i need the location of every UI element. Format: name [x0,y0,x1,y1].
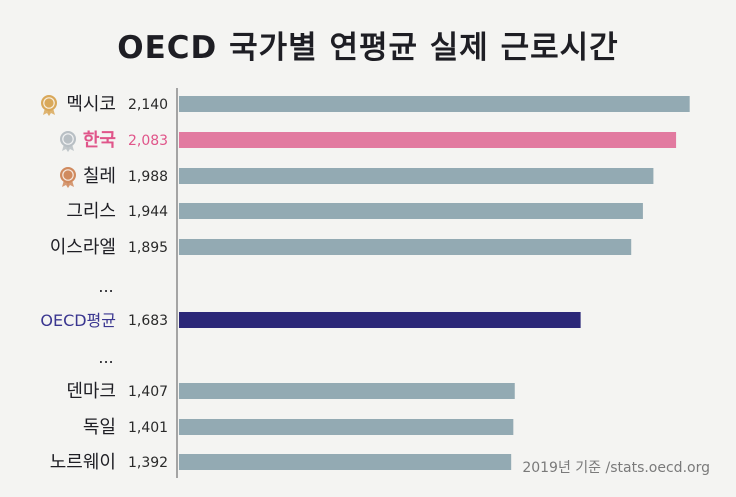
ellipsis-label: ... [98,277,113,296]
chart-title: OECD 국가별 연평균 실제 근로시간 [117,30,619,66]
category-label: 이스라엘 [50,237,116,258]
gold-medal-icon [41,95,57,116]
category-label: 멕시코 [66,94,116,115]
value-label: 2,083 [128,133,168,149]
category-label: 칠레 [83,166,116,187]
value-label: 1,895 [128,240,168,256]
silver-medal-icon [60,131,76,152]
category-label: 그리스 [66,201,116,222]
value-label: 1,988 [128,169,168,185]
bar-멕시코 [179,96,690,112]
category-label: OECD평균 [40,311,116,330]
category-label: 독일 [83,417,116,438]
ellipsis-label: ... [98,348,113,367]
category-label: 노르웨이 [50,452,116,473]
bar-덴마크 [179,383,515,399]
bar-칠레 [179,168,654,184]
source-note: 2019년 기준 /stats.oecd.org [522,460,710,476]
category-label: 한국 [83,130,116,151]
value-label: 1,392 [128,455,168,471]
value-label: 1,407 [128,384,168,400]
value-label: 1,944 [128,204,168,220]
bronze-medal-icon [60,167,76,188]
value-label: 1,683 [128,313,168,329]
bar-이스라엘 [179,239,632,255]
bar-OECD평균 [179,312,581,328]
value-label: 1,401 [128,420,168,436]
bar-그리스 [179,203,643,219]
bar-독일 [179,419,514,435]
category-label: 덴마크 [66,381,116,402]
bar-한국 [179,132,677,148]
bar-노르웨이 [179,454,512,470]
value-label: 2,140 [128,97,168,113]
